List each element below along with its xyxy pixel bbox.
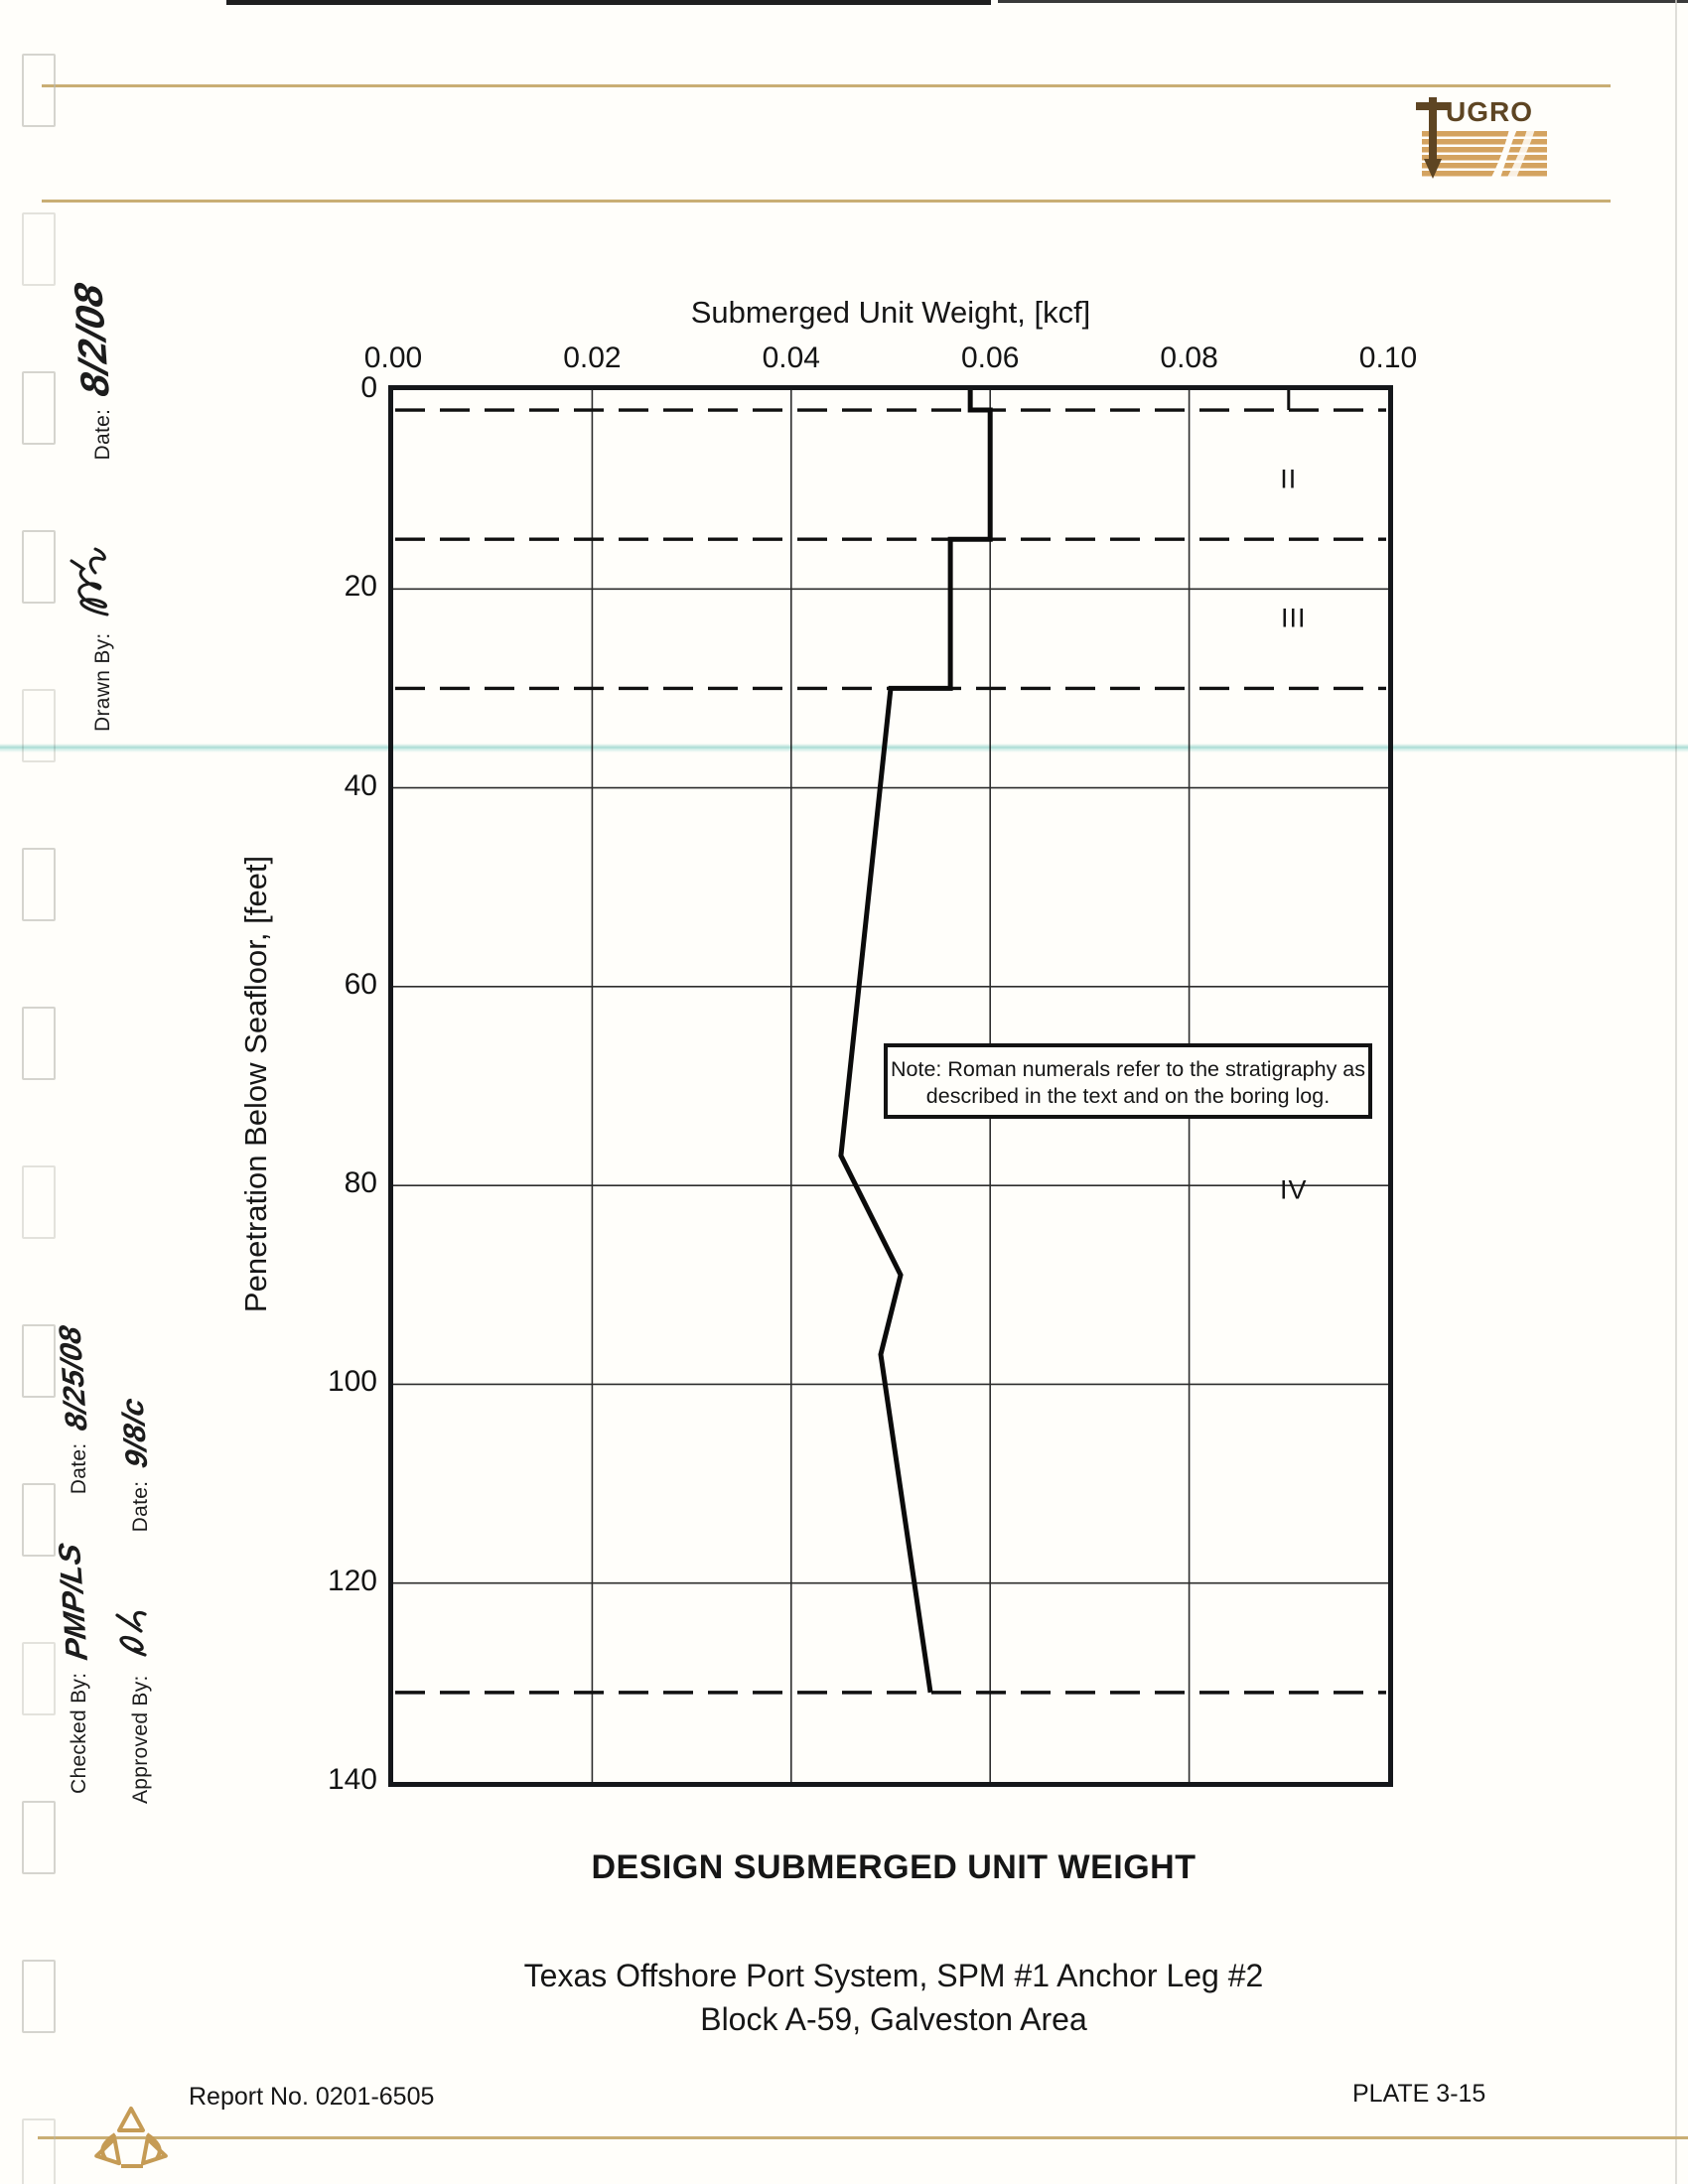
- drawn-by-label: Drawn By:: [91, 632, 114, 732]
- header-rule-lower: [42, 200, 1611, 203]
- x-tick-label: 0.06: [960, 341, 1020, 374]
- binder-hole-mark: [22, 2118, 56, 2184]
- recycle-icon: [94, 2107, 168, 2168]
- y-tick-label: 20: [344, 570, 377, 604]
- approved-by-label: Approved By:: [129, 1675, 152, 1804]
- titleblock-approved-row: Approved By: Date: 9/8/c: [111, 1395, 155, 1804]
- checked-by-label: Checked By:: [68, 1672, 90, 1794]
- y-tick-label: 0: [360, 371, 377, 404]
- logo-probe-arrow: [1416, 97, 1450, 179]
- plot-canvas: [393, 390, 1388, 1782]
- y-tick-label: 40: [344, 768, 377, 802]
- binder-hole-mark: [22, 1165, 56, 1239]
- binder-hole-mark: [22, 1483, 56, 1557]
- note-line-1: Note: Roman numerals refer to the strati…: [891, 1057, 1365, 1081]
- binder-hole-mark: [22, 1007, 56, 1080]
- approved-by-initials: [115, 1611, 147, 1657]
- stratum-label-iv: IV: [1280, 1174, 1308, 1205]
- binder-hole-mark: [22, 1642, 56, 1715]
- x-tick-label: 0.08: [1160, 341, 1218, 374]
- scanner-cyan-streak: [0, 744, 1688, 752]
- x-axis-title: Submerged Unit Weight, [kcf]: [690, 295, 1091, 330]
- footer-rule: [38, 2136, 1688, 2139]
- stratigraphy-note-box: Note: Roman numerals refer to the strati…: [884, 1043, 1372, 1119]
- binder-hole-mark: [22, 212, 56, 286]
- checked-by-value: PMP/LS: [52, 1540, 94, 1662]
- stratum-label-iii: III: [1281, 603, 1307, 633]
- y-tick-label: 80: [344, 1166, 377, 1200]
- design-unit-weight-profile-line: [838, 390, 993, 1694]
- plot-frame: [388, 385, 1393, 1787]
- scan-edge-artifact-top-right: [998, 0, 1688, 3]
- titleblock-checked-row: Checked By: PMP/LS Date: 8/25/08: [52, 1323, 94, 1794]
- x-tick-label: 0.10: [1358, 341, 1418, 374]
- binder-hole-mark: [22, 54, 56, 127]
- header-rule-upper: [42, 84, 1611, 87]
- plate-title: DESIGN SUBMERGED UNIT WEIGHT: [591, 1848, 1196, 1886]
- binder-hole-mark: [22, 1324, 56, 1398]
- plate-number: PLATE 3-15: [1352, 2080, 1486, 2108]
- checked-date-label: Date:: [68, 1442, 90, 1495]
- plate-subtitle-line1: Texas Offshore Port System, SPM #1 Ancho…: [523, 1958, 1264, 1993]
- y-tick-label: 60: [344, 967, 377, 1001]
- binder-hole-mark: [22, 1960, 56, 2033]
- scan-edge-artifact-right: [1675, 0, 1677, 2184]
- stratum-label-ii: II: [1280, 464, 1298, 494]
- note-line-2: described in the text and on the boring …: [925, 1084, 1331, 1108]
- binder-hole-mark: [22, 689, 56, 762]
- fugro-logo: UGRO: [1416, 96, 1547, 181]
- binder-hole-mark: [22, 371, 56, 445]
- logo-wordmark: UGRO: [1446, 96, 1533, 127]
- checked-date-value: 8/25/08: [52, 1322, 94, 1433]
- x-tick-label: 0.00: [363, 341, 423, 374]
- logo-stripes: [1422, 129, 1547, 181]
- x-tick-label: 0.04: [762, 341, 820, 374]
- titleblock-drawn-row: Drawn By: Date: 8/2/08: [66, 281, 118, 732]
- binder-hole-mark: [22, 848, 56, 921]
- approved-date-value: 9/8/c: [114, 1395, 155, 1470]
- binder-hole-mark: [22, 1801, 56, 1874]
- report-number: Report No. 0201-6505: [189, 2083, 435, 2111]
- binder-hole-mark: [22, 530, 56, 604]
- y-tick-label: 140: [327, 1763, 377, 1796]
- drawn-date-label: Date:: [91, 408, 114, 461]
- approved-date-label: Date:: [129, 1480, 152, 1533]
- plate-subtitle-line2: Block A-59, Galveston Area: [700, 2001, 1087, 2037]
- y-axis-title: Penetration Below Seafloor, [feet]: [238, 855, 273, 1313]
- y-tick-label: 100: [327, 1365, 377, 1399]
- drawn-by-signature: [70, 547, 109, 616]
- scan-edge-artifact-top: [226, 0, 991, 5]
- drawn-date-value: 8/2/08: [67, 280, 118, 399]
- x-tick-label: 0.02: [563, 341, 622, 374]
- y-tick-label: 120: [327, 1564, 377, 1597]
